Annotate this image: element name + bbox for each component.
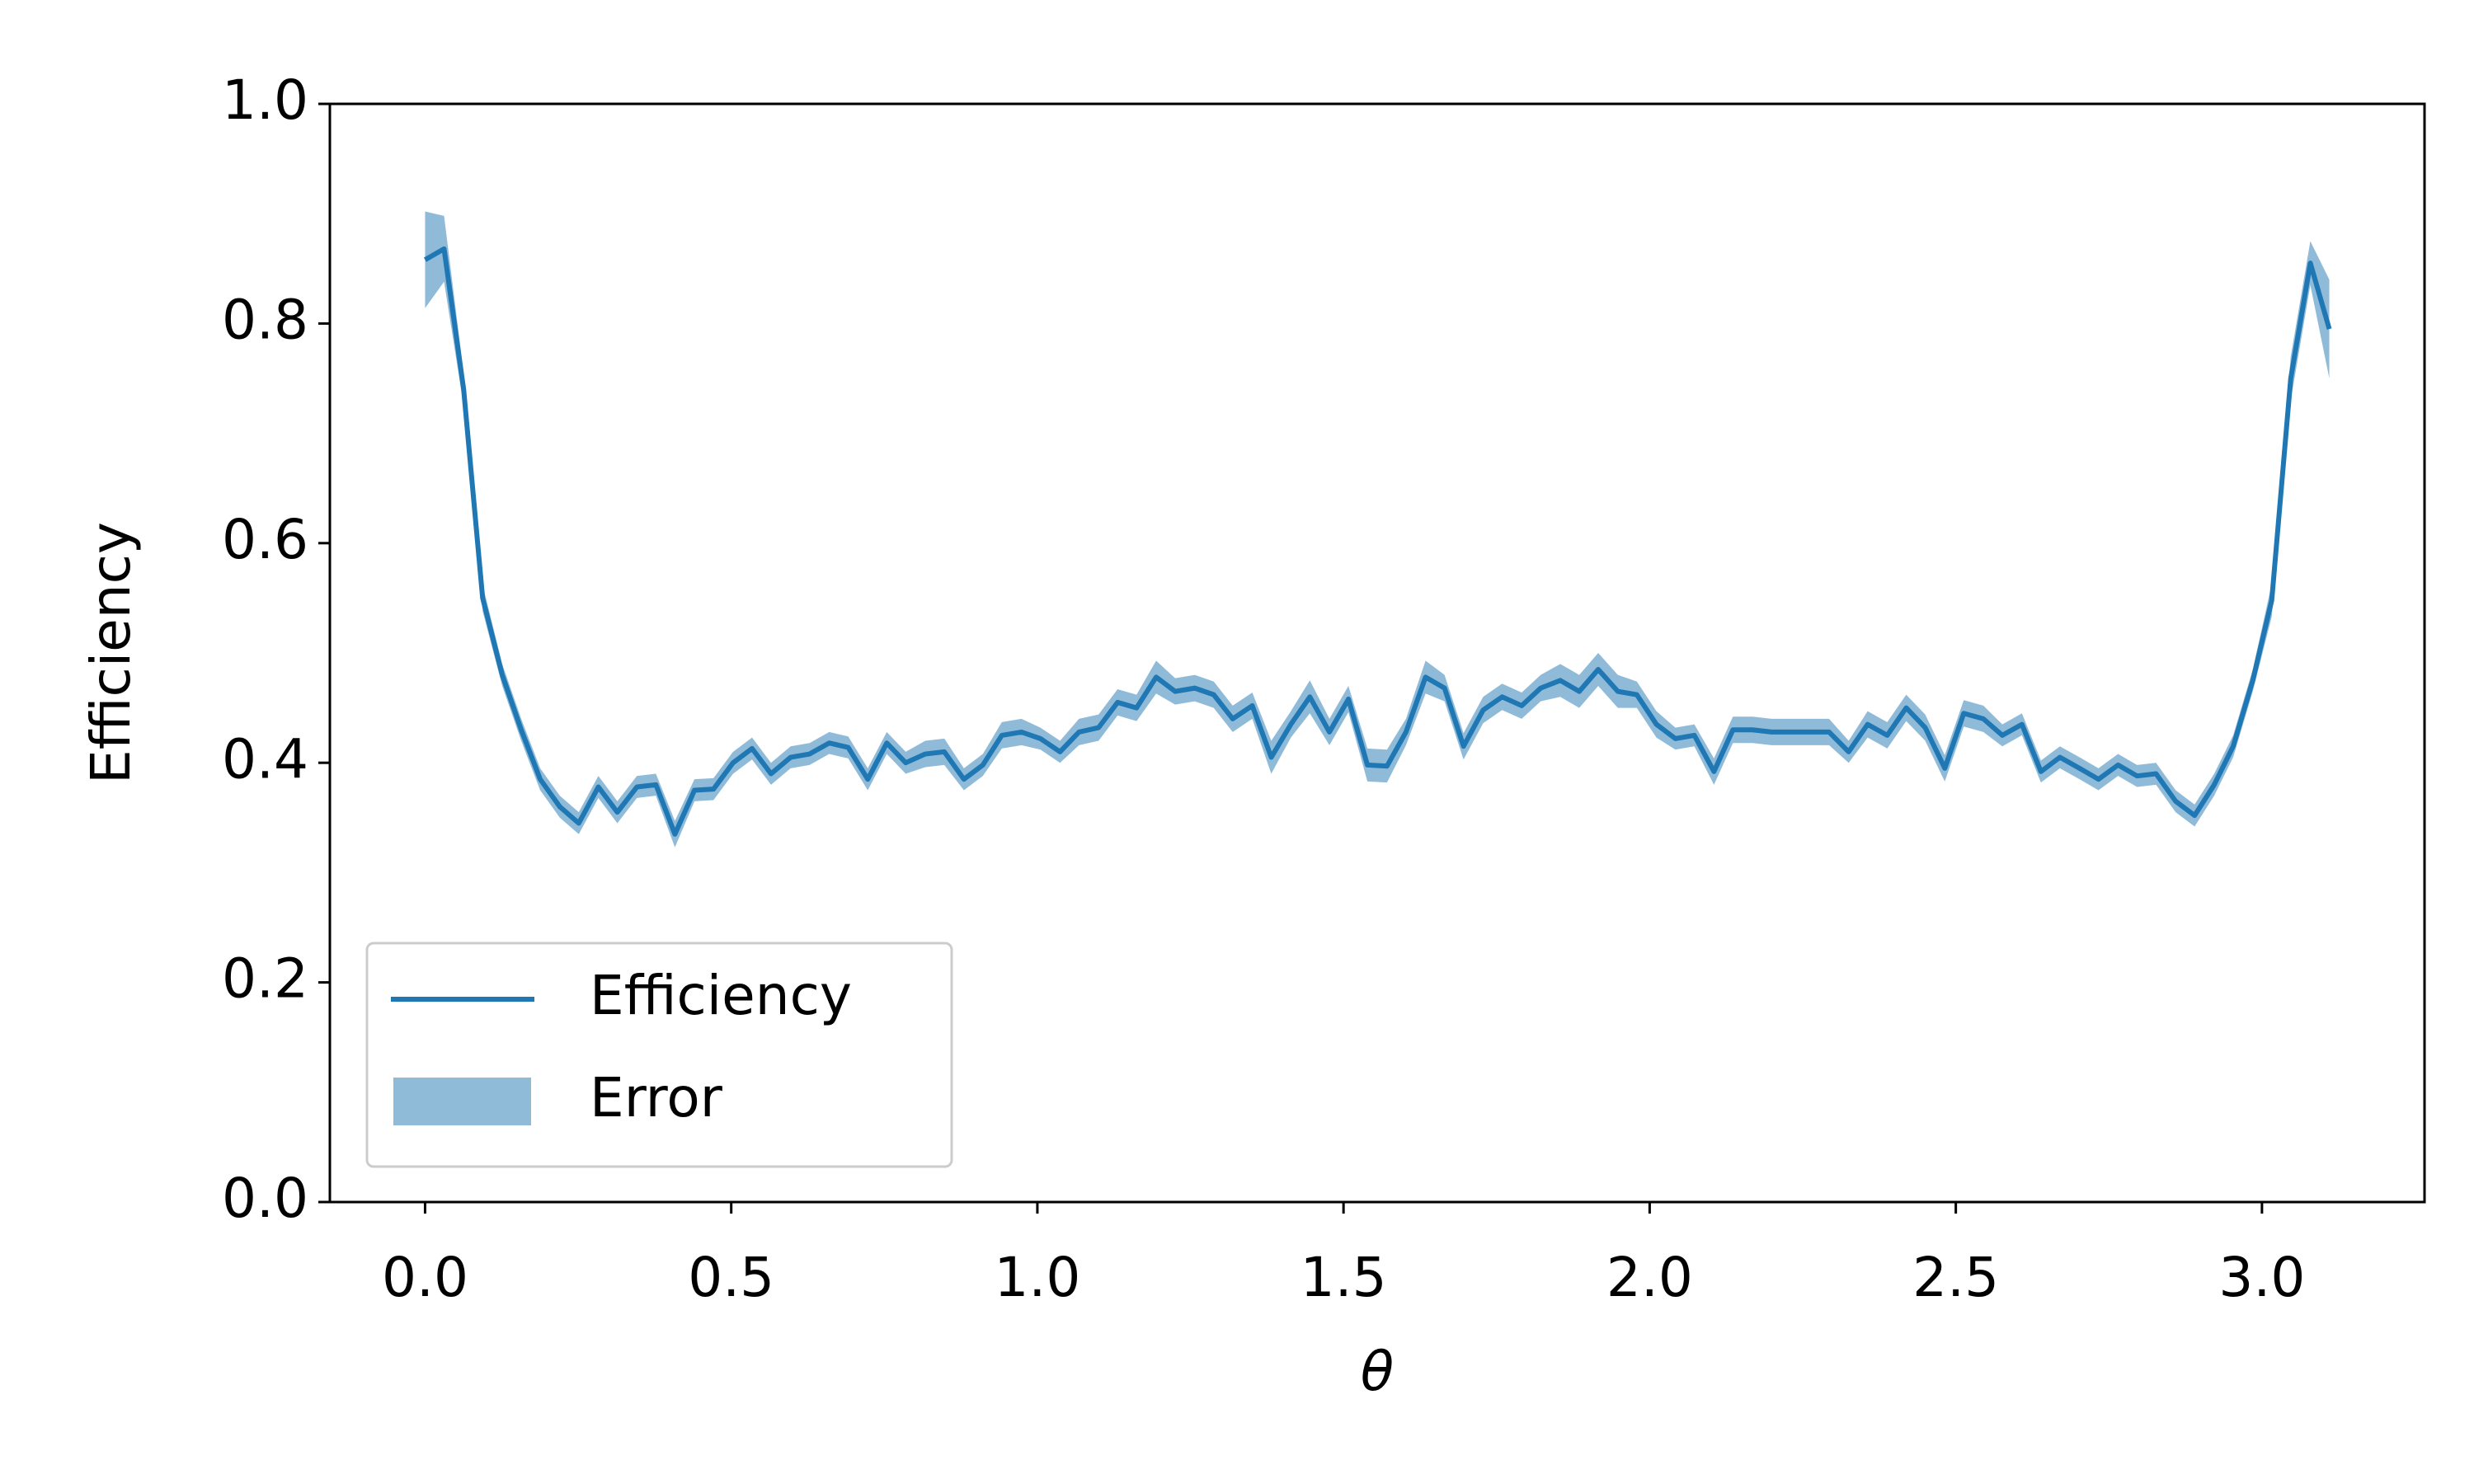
y-tick-label: 0.8 xyxy=(222,288,308,351)
x-tick-label: 1.5 xyxy=(1300,1246,1387,1309)
y-axis-label: Efficiency xyxy=(79,522,143,784)
y-tick-label: 1.0 xyxy=(222,68,308,132)
x-tick-label: 0.0 xyxy=(382,1246,468,1309)
x-tick-label: 2.5 xyxy=(1912,1246,1999,1309)
x-axis-label: θ xyxy=(1361,1340,1394,1403)
y-tick-label: 0.4 xyxy=(222,727,308,791)
x-tick-label: 2.0 xyxy=(1606,1246,1693,1309)
y-tick-label: 0.0 xyxy=(222,1167,308,1230)
error-band xyxy=(425,211,2330,848)
y-tick-label: 0.2 xyxy=(222,947,308,1011)
y-tick-label: 0.6 xyxy=(222,508,308,571)
data-line xyxy=(423,246,2332,837)
x-tick-label: 0.5 xyxy=(688,1246,774,1309)
legend-patch xyxy=(393,1078,531,1125)
plot-frame xyxy=(328,102,2426,1204)
x-tick-label: 3.0 xyxy=(2218,1246,2305,1309)
x-tick-label: 1.0 xyxy=(994,1246,1080,1309)
legend-label: Efficiency xyxy=(590,964,852,1027)
legend-label: Error xyxy=(590,1066,723,1129)
